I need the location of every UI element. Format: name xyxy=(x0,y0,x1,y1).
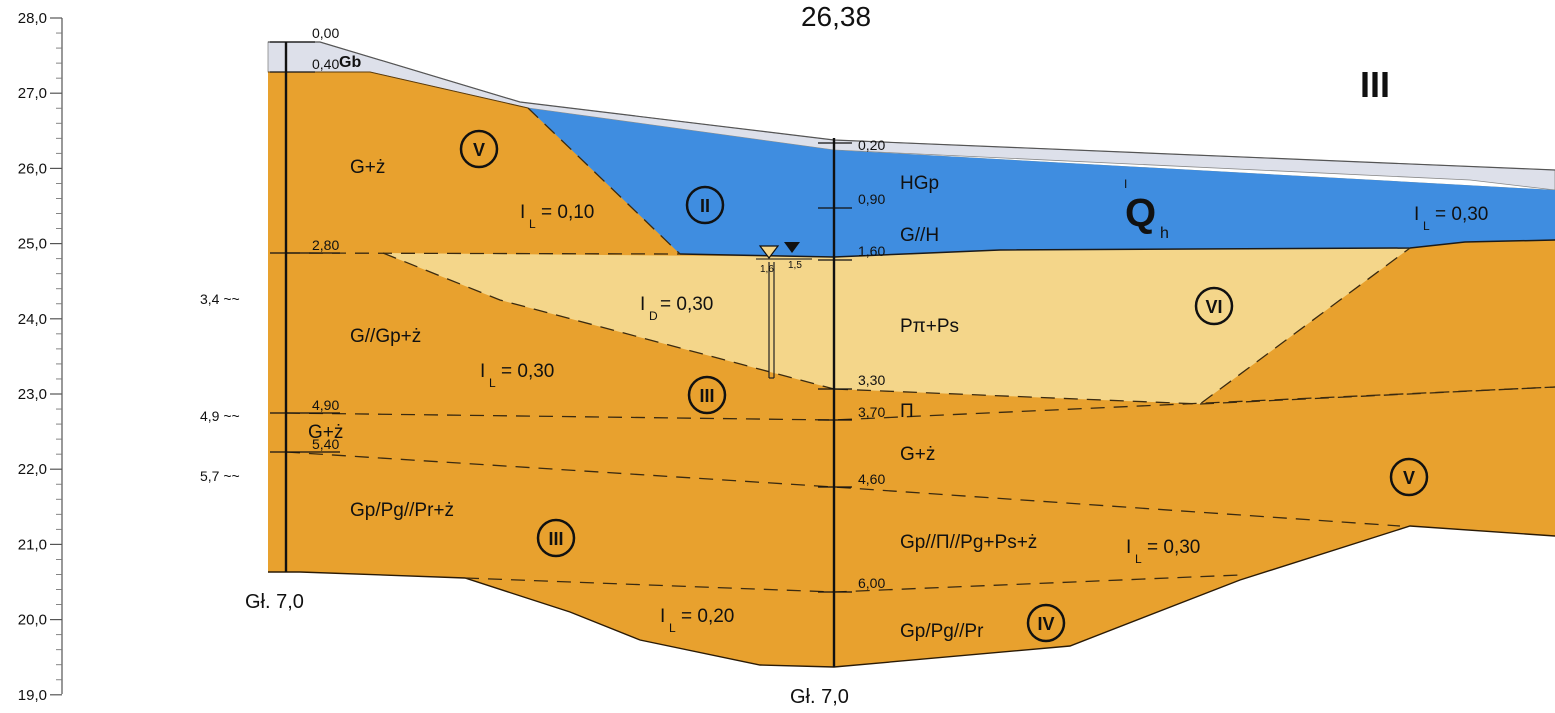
geotech-layer-ii: II xyxy=(685,185,725,225)
soil-label-gp-pg-pr: Gp/Pg//Pr xyxy=(900,621,984,642)
svg-text:III: III xyxy=(699,386,714,406)
soil-label-pi: Π xyxy=(900,401,914,422)
svg-text:L: L xyxy=(489,376,496,390)
water-level-filled-icon xyxy=(784,242,800,253)
stratigraphy-symbol: Q xyxy=(1125,191,1156,235)
left-depth-1: 0,40 xyxy=(312,56,339,72)
soil-label-hgp: HGp xyxy=(900,173,939,194)
soil-label-gp-pg-pr-z: Gp/Pg//Pr+ż xyxy=(350,500,454,521)
svg-text:= 0,20: = 0,20 xyxy=(681,606,734,627)
soil-label-g-h: G//H xyxy=(900,225,939,246)
groundwater-level-left: 1,6 xyxy=(760,264,774,275)
svg-text:IV: IV xyxy=(1037,614,1054,634)
axis-tick-label: 19,0 xyxy=(18,687,47,704)
soil-label-gp-pi-pg-ps-z: Gp//Π//Pg+Ps+ż xyxy=(900,532,1037,553)
soil-label-g-gp-z: G//Gp+ż xyxy=(350,326,421,347)
left-depth-3: 4,90 xyxy=(312,397,339,413)
borehole-left xyxy=(270,41,340,572)
ground-elevation: 26,38 xyxy=(801,1,871,32)
param-il-030-left: I L = 0,30 xyxy=(480,361,554,390)
left-final-depth: Gł. 7,0 xyxy=(245,591,304,613)
left-depth-4: 5,40 xyxy=(312,436,339,452)
organic-bottom-line xyxy=(679,239,1555,258)
svg-text:L: L xyxy=(529,217,536,231)
soil-label-gb: Gb xyxy=(339,54,361,71)
svg-text:I: I xyxy=(1126,537,1131,558)
stratigraphic-symbol: I Q h xyxy=(1124,177,1169,242)
svg-text:I: I xyxy=(1414,204,1419,225)
svg-text:= 0,30: = 0,30 xyxy=(1147,537,1200,558)
param-il-030-mid-right: I L = 0,30 xyxy=(1126,537,1200,566)
soil-label-g-z-mid: G+ż xyxy=(308,422,343,443)
water-level-hollow-icon xyxy=(758,245,780,259)
groundwater-level-right: 1,5 xyxy=(788,260,802,271)
svg-text:V: V xyxy=(473,140,485,160)
water-mark-0: 3,4 ~~ xyxy=(200,291,240,307)
section-bottom-outline xyxy=(268,525,1555,668)
svg-text:D: D xyxy=(649,309,658,323)
svg-text:= 0,30: = 0,30 xyxy=(501,361,554,382)
geotech-layer-iii-low: III xyxy=(536,518,576,558)
borehole-right xyxy=(818,138,852,667)
svg-text:V: V xyxy=(1403,468,1415,488)
geotech-layer-v-right: V xyxy=(1389,457,1429,497)
geotech-layer-iii-mid: III xyxy=(687,375,727,415)
organic-layer xyxy=(528,108,1555,257)
right-depth-2: 1,60 xyxy=(858,243,885,259)
soil-label-g-z-right: G+ż xyxy=(900,444,935,465)
axis-tick-label: 20,0 xyxy=(18,612,47,629)
geotech-layer-iv: IV xyxy=(1026,603,1066,643)
svg-text:III: III xyxy=(548,529,563,549)
axis-tick-label: 28,0 xyxy=(18,10,47,27)
left-depth-2: 2,80 xyxy=(312,237,339,253)
axis-tick-label: 26,0 xyxy=(18,160,47,177)
svg-text:I: I xyxy=(480,361,485,382)
water-mark-1: 4,9 ~~ xyxy=(200,408,240,424)
svg-text:L: L xyxy=(1423,219,1430,233)
svg-text:I: I xyxy=(520,202,525,223)
water-mark-2: 5,7 ~~ xyxy=(200,468,240,484)
left-depth-0: 0,00 xyxy=(312,25,339,41)
axis-tick-label: 25,0 xyxy=(18,236,47,253)
axis-tick-label: 24,0 xyxy=(18,311,47,328)
param-id-030: I D = 0,30 xyxy=(640,294,713,323)
soil-label-g-z-top: G+ż xyxy=(350,157,385,178)
right-depth-5: 4,60 xyxy=(858,471,885,487)
svg-text:= 0,30: = 0,30 xyxy=(660,294,713,315)
param-il-020: I L = 0,20 xyxy=(660,606,734,635)
stratigraphy-subscript: h xyxy=(1160,225,1169,242)
elevation-axis: 28,0 27,0 26,0 25,0 24,0 23,0 22,0 21,0 20,0 19,0 xyxy=(18,10,63,704)
svg-text:= 0,30: = 0,30 xyxy=(1435,204,1488,225)
geotech-layer-vi: VI xyxy=(1194,286,1234,326)
geotech-layer-v-top: V xyxy=(459,129,499,169)
stratigraphy-superscript: I xyxy=(1124,177,1127,191)
svg-text:= 0,10: = 0,10 xyxy=(541,202,594,223)
sand-lens xyxy=(383,248,1410,404)
right-depth-3: 3,30 xyxy=(858,372,885,388)
svg-text:I: I xyxy=(660,606,665,627)
piezometer xyxy=(756,242,812,379)
axis-tick-label: 23,0 xyxy=(18,386,47,403)
param-il-010: I L = 0,10 xyxy=(520,202,594,231)
cross-section-label: III xyxy=(1360,64,1390,105)
right-depth-4: 3,70 xyxy=(858,404,885,420)
right-depth-6: 6,00 xyxy=(858,575,885,591)
right-final-depth: Gł. 7,0 xyxy=(790,686,849,708)
right-depth-0: 0,20 xyxy=(858,137,885,153)
soil-label-ppi-ps: Pπ+Ps xyxy=(900,316,959,337)
axis-tick-label: 27,0 xyxy=(18,85,47,102)
param-il-030-top-right: I L = 0,30 xyxy=(1414,204,1488,233)
svg-text:VI: VI xyxy=(1205,297,1222,317)
svg-text:L: L xyxy=(1135,552,1142,566)
right-depth-1: 0,90 xyxy=(858,191,885,207)
axis-tick-label: 22,0 xyxy=(18,461,47,478)
svg-text:I: I xyxy=(640,294,645,315)
svg-text:II: II xyxy=(700,196,710,216)
axis-tick-label: 21,0 xyxy=(18,536,47,553)
svg-text:L: L xyxy=(669,621,676,635)
